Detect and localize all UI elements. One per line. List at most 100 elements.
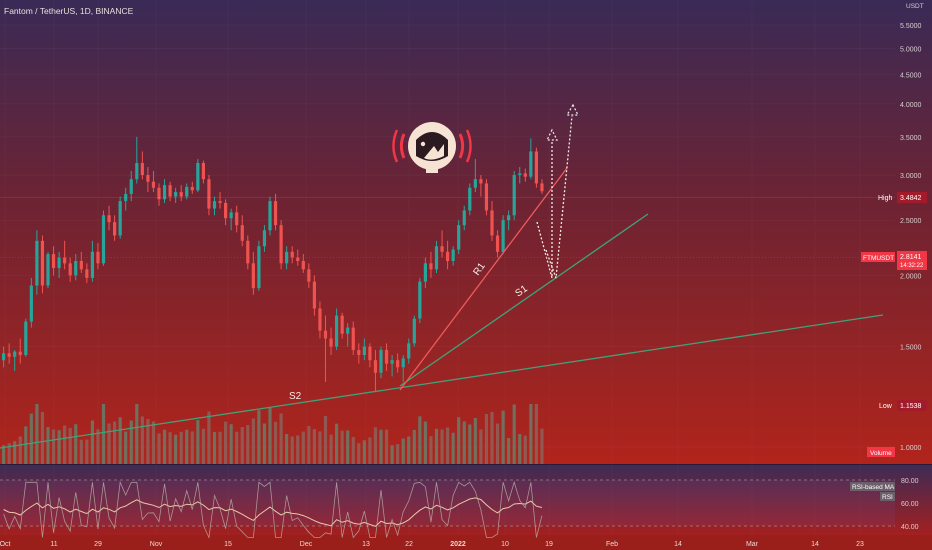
candle-body[interactable] bbox=[13, 351, 17, 357]
candle-body[interactable] bbox=[285, 251, 289, 264]
candle-body[interactable] bbox=[146, 175, 150, 182]
candle-body[interactable] bbox=[135, 162, 139, 180]
candle-body[interactable] bbox=[307, 269, 311, 282]
candle-body[interactable] bbox=[251, 263, 255, 289]
candle-body[interactable] bbox=[185, 186, 189, 197]
candle-body[interactable] bbox=[423, 263, 427, 282]
candle-body[interactable] bbox=[390, 360, 394, 364]
candle-body[interactable] bbox=[268, 201, 272, 231]
projection-arrow-2[interactable] bbox=[545, 115, 573, 279]
support-line-s1[interactable] bbox=[399, 213, 649, 387]
candle-body[interactable] bbox=[224, 202, 228, 219]
candle-body[interactable] bbox=[323, 330, 328, 339]
candle-body[interactable] bbox=[462, 210, 466, 226]
candle-body[interactable] bbox=[262, 230, 267, 247]
last-price-marker[interactable]: FTMUSDT 2.8141 14:32:22 bbox=[0, 251, 927, 270]
candle-body[interactable] bbox=[101, 215, 106, 264]
candle-body[interactable] bbox=[273, 201, 278, 226]
candle-body[interactable] bbox=[312, 281, 316, 309]
annotation-s2[interactable]: S2 bbox=[289, 391, 302, 402]
candle-body[interactable] bbox=[40, 240, 45, 286]
candle-body[interactable] bbox=[490, 210, 494, 236]
candle-body[interactable] bbox=[140, 162, 144, 176]
candle-body[interactable] bbox=[196, 162, 200, 191]
candle-body[interactable] bbox=[518, 173, 522, 176]
candle-body[interactable] bbox=[63, 257, 67, 264]
candle-body[interactable] bbox=[446, 251, 450, 261]
candle-body[interactable] bbox=[440, 246, 444, 252]
candle-body[interactable] bbox=[384, 349, 389, 364]
candle-body[interactable] bbox=[412, 318, 416, 344]
candle-body[interactable] bbox=[85, 269, 89, 278]
candle-body[interactable] bbox=[362, 346, 366, 356]
candle-body[interactable] bbox=[18, 351, 22, 356]
candle-body[interactable] bbox=[29, 285, 33, 322]
candle-body[interactable] bbox=[246, 240, 250, 264]
candle-body[interactable] bbox=[368, 346, 372, 361]
candle-body[interactable] bbox=[162, 185, 167, 200]
candle-body[interactable] bbox=[495, 235, 500, 252]
candle-body[interactable] bbox=[357, 349, 361, 356]
candle-body[interactable] bbox=[373, 360, 378, 373]
candle-body[interactable] bbox=[473, 179, 477, 188]
rsi-indicator[interactable] bbox=[0, 479, 895, 539]
candle-body[interactable] bbox=[346, 327, 350, 334]
candle-body[interactable] bbox=[351, 327, 355, 350]
price-axis[interactable]: USDT 5.5000 5.0000 4.5000 4.0000 3.5000 3.000… bbox=[900, 3, 924, 452]
candle-body[interactable] bbox=[512, 175, 516, 216]
candle-body[interactable] bbox=[107, 215, 111, 223]
candle-body[interactable] bbox=[396, 360, 400, 368]
candle-body[interactable] bbox=[68, 263, 72, 276]
candle-body[interactable] bbox=[335, 315, 339, 347]
candle-body[interactable] bbox=[318, 308, 322, 331]
candle-body[interactable] bbox=[468, 187, 472, 211]
candle-body[interactable] bbox=[235, 212, 239, 226]
candle-body[interactable] bbox=[434, 246, 439, 270]
candle-body[interactable] bbox=[457, 225, 461, 250]
candle-body[interactable] bbox=[174, 192, 178, 197]
candle-body[interactable] bbox=[190, 186, 194, 191]
candle-body[interactable] bbox=[113, 222, 117, 236]
resistance-line-r1[interactable] bbox=[399, 167, 568, 391]
candle-body[interactable] bbox=[534, 151, 538, 184]
candle-body[interactable] bbox=[74, 260, 78, 276]
candle-body[interactable] bbox=[151, 181, 156, 188]
candle-body[interactable] bbox=[79, 260, 83, 270]
candle-body[interactable] bbox=[90, 251, 94, 278]
candle-body[interactable] bbox=[207, 179, 211, 209]
candle-body[interactable] bbox=[218, 201, 222, 203]
candle-body[interactable] bbox=[479, 179, 483, 184]
candle-body[interactable] bbox=[501, 220, 505, 252]
candle-body[interactable] bbox=[229, 212, 233, 219]
candlesticks[interactable] bbox=[2, 136, 544, 392]
candle-body[interactable] bbox=[24, 321, 28, 356]
candle-body[interactable] bbox=[540, 183, 544, 192]
candle-body[interactable] bbox=[507, 215, 511, 221]
candle-body[interactable] bbox=[451, 249, 455, 261]
candle-body[interactable] bbox=[279, 225, 283, 264]
candle-body[interactable] bbox=[407, 343, 411, 359]
trendlines[interactable] bbox=[0, 103, 884, 449]
candle-body[interactable] bbox=[329, 338, 333, 347]
candle-body[interactable] bbox=[290, 251, 294, 258]
candle-body[interactable] bbox=[57, 257, 61, 269]
candle-body[interactable] bbox=[379, 349, 383, 373]
rsi-axis[interactable]: 80.00 60.00 40.00 bbox=[901, 478, 919, 531]
candle-body[interactable] bbox=[429, 263, 433, 270]
candle-body[interactable] bbox=[401, 358, 405, 368]
candle-body[interactable] bbox=[301, 260, 305, 270]
candle-body[interactable] bbox=[340, 315, 344, 334]
candle-body[interactable] bbox=[46, 254, 50, 286]
candle-body[interactable] bbox=[529, 151, 533, 177]
candle-body[interactable] bbox=[240, 225, 244, 241]
candle-body[interactable] bbox=[157, 187, 161, 200]
candle-body[interactable] bbox=[484, 183, 489, 211]
candle-body[interactable] bbox=[51, 254, 56, 269]
candle-body[interactable] bbox=[296, 257, 300, 261]
support-line-s2[interactable] bbox=[0, 314, 884, 449]
candle-body[interactable] bbox=[523, 173, 527, 177]
candle-body[interactable] bbox=[7, 353, 11, 357]
candle-body[interactable] bbox=[124, 193, 128, 202]
projection-arrow-1[interactable] bbox=[536, 140, 553, 279]
